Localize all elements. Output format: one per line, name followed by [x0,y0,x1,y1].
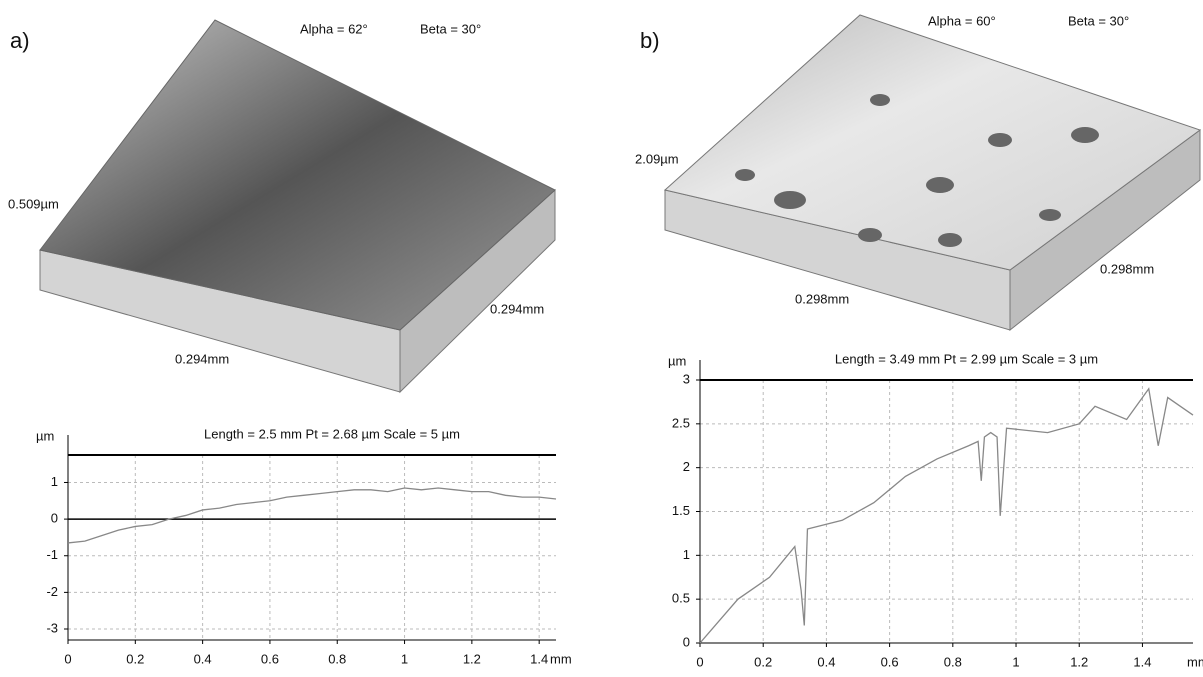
x-tick-label: 0.4 [194,651,212,666]
x-tick-label: 1 [1012,654,1019,669]
x-tick-label: 0.6 [261,651,279,666]
surface-a [39,19,556,394]
panel-label: b) [640,28,660,53]
y-axis-label: µm [36,428,54,443]
y-tick-label: 0.5 [672,591,690,606]
surface-label: Alpha = 62° [300,21,368,36]
line [699,387,1194,644]
y-tick-label: 1 [683,547,690,562]
x-tick-label: 1 [401,651,408,666]
x-tick-label: 0 [64,651,71,666]
x-tick-label: 0.2 [126,651,144,666]
y-tick-label: -3 [46,620,58,635]
surface-label: 0.298mm [1100,261,1154,276]
x-tick-label: 0 [696,654,703,669]
chart-title: Length = 3.49 mm Pt = 2.99 µm Scale = 3 … [835,351,1098,366]
y-tick-label: 1.5 [672,503,690,518]
x-tick-label: 1.4 [1133,654,1151,669]
x-tick-label: 1.4 [530,651,548,666]
chart-title: Length = 2.5 mm Pt = 2.68 µm Scale = 5 µ… [204,426,460,441]
line [67,487,557,544]
surface-label: 0.294mm [175,351,229,366]
y-tick-label: 0 [51,511,58,526]
x-axis-label: mm [1187,654,1203,669]
surface-label: 0.509µm [8,196,59,211]
y-tick-label: -1 [46,547,58,562]
pits [735,94,1099,247]
y-tick-label: 3 [683,371,690,386]
surface-label: Alpha = 60° [928,13,996,28]
x-tick-label: 0.4 [817,654,835,669]
x-axis-label: mm [550,651,572,666]
x-tick-label: 0.8 [328,651,346,666]
panel-label: a) [10,28,30,53]
y-tick-label: 2.5 [672,415,690,430]
surface-b [663,14,1202,332]
x-tick-label: 0.6 [881,654,899,669]
x-tick-label: 0.2 [754,654,772,669]
surface-label: Beta = 30° [1068,13,1129,28]
y-tick-label: 0 [683,634,690,649]
x-tick-label: 1.2 [1070,654,1088,669]
x-tick-label: 1.2 [463,651,481,666]
x-tick-label: 0.8 [944,654,962,669]
y-tick-label: 1 [51,474,58,489]
surface-label: 0.298mm [795,291,849,306]
y-tick-label: 2 [683,459,690,474]
surface-label: 2.09µm [635,151,679,166]
y-tick-label: -2 [46,584,58,599]
surface-label: Beta = 30° [420,21,481,36]
y-axis-label: µm [668,353,686,368]
surface-label: 0.294mm [490,301,544,316]
